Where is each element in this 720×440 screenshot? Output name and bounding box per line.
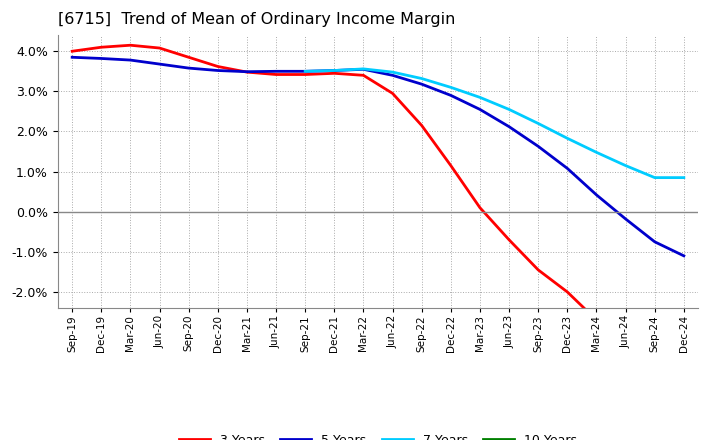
Line: 3 Years: 3 Years: [72, 45, 684, 384]
Line: 7 Years: 7 Years: [305, 69, 684, 178]
5 Years: [650, 239, 659, 245]
7 Years: [534, 121, 543, 126]
7 Years: [418, 76, 426, 81]
Line: 5 Years: 5 Years: [72, 57, 684, 256]
5 Years: [680, 253, 688, 258]
7 Years: [446, 85, 455, 90]
3 Years: [505, 237, 513, 242]
Text: [6715]  Trend of Mean of Ordinary Income Margin: [6715] Trend of Mean of Ordinary Income …: [58, 12, 455, 27]
3 Years: [388, 91, 397, 96]
3 Years: [301, 72, 310, 77]
7 Years: [650, 175, 659, 180]
5 Years: [388, 73, 397, 78]
7 Years: [680, 175, 688, 180]
5 Years: [301, 69, 310, 74]
5 Years: [534, 144, 543, 149]
5 Years: [621, 216, 630, 222]
3 Years: [330, 71, 338, 76]
3 Years: [621, 349, 630, 355]
3 Years: [126, 43, 135, 48]
3 Years: [476, 205, 485, 210]
Legend: 3 Years, 5 Years, 7 Years, 10 Years: 3 Years, 5 Years, 7 Years, 10 Years: [174, 429, 582, 440]
5 Years: [97, 56, 106, 61]
3 Years: [68, 48, 76, 54]
5 Years: [359, 66, 368, 72]
3 Years: [156, 45, 164, 51]
5 Years: [563, 166, 572, 171]
5 Years: [418, 81, 426, 87]
5 Years: [184, 66, 193, 71]
7 Years: [563, 136, 572, 141]
3 Years: [243, 70, 251, 75]
3 Years: [97, 44, 106, 50]
5 Years: [476, 107, 485, 112]
3 Years: [446, 163, 455, 168]
3 Years: [563, 290, 572, 295]
7 Years: [505, 107, 513, 112]
3 Years: [418, 123, 426, 128]
3 Years: [184, 55, 193, 60]
5 Years: [126, 58, 135, 63]
3 Years: [680, 381, 688, 387]
7 Years: [330, 68, 338, 73]
5 Years: [156, 62, 164, 67]
5 Years: [243, 69, 251, 74]
5 Years: [330, 68, 338, 73]
7 Years: [592, 150, 600, 155]
5 Years: [446, 93, 455, 98]
7 Years: [359, 66, 368, 72]
3 Years: [271, 72, 280, 77]
7 Years: [301, 69, 310, 74]
3 Years: [359, 73, 368, 78]
5 Years: [271, 69, 280, 74]
5 Years: [68, 55, 76, 60]
7 Years: [388, 70, 397, 75]
5 Years: [592, 192, 600, 198]
5 Years: [505, 124, 513, 129]
3 Years: [534, 267, 543, 272]
7 Years: [621, 163, 630, 168]
3 Years: [592, 317, 600, 323]
7 Years: [476, 95, 485, 100]
3 Years: [650, 381, 659, 387]
3 Years: [213, 64, 222, 69]
5 Years: [213, 68, 222, 73]
